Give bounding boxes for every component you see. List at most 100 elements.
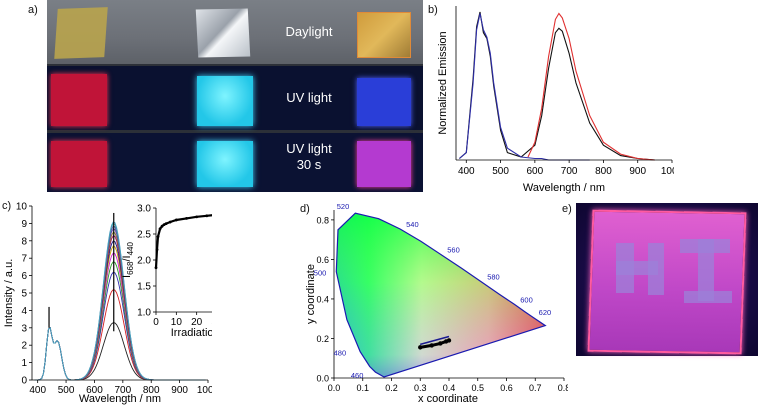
film-pattern-mark-2 bbox=[616, 261, 658, 275]
film-pattern-mark-5 bbox=[698, 239, 714, 301]
b-x-label: Wavelength / nm bbox=[523, 182, 605, 194]
photo-panel-a: Daylight UV light UV light 30 s bbox=[47, 0, 423, 192]
inset-data-point bbox=[156, 235, 160, 238]
d-x-tick-label: 0.6 bbox=[500, 383, 513, 393]
sample-middle-uv30 bbox=[197, 141, 253, 187]
b-x-tick-label: 400 bbox=[458, 166, 475, 177]
daylight-row: Daylight bbox=[47, 0, 423, 64]
inset-data-point bbox=[160, 224, 164, 228]
uv-light-caption: UV light bbox=[286, 90, 332, 105]
d-data-point bbox=[446, 338, 452, 343]
sample-middle-uv bbox=[197, 76, 253, 126]
inset-x-tick-label: 30 bbox=[211, 317, 212, 328]
sample-left-uv30 bbox=[51, 141, 107, 187]
inset-data-point bbox=[205, 214, 209, 218]
d-y-tick-label: 0.2 bbox=[316, 334, 329, 344]
inset-data-point bbox=[168, 220, 172, 224]
d-y-tick-label: 0.0 bbox=[316, 374, 329, 384]
c-x-tick-label: 700 bbox=[114, 385, 131, 396]
inset-data-point bbox=[195, 215, 199, 219]
c-x-tick-label: 500 bbox=[58, 385, 75, 396]
inset-x-tick-label: 20 bbox=[191, 317, 203, 328]
film-pattern-mark-3 bbox=[648, 243, 664, 295]
panel-d-label: d) bbox=[300, 203, 310, 215]
d-locus-label: 460 bbox=[351, 371, 364, 380]
d-x-tick-label: 0.5 bbox=[471, 383, 484, 393]
c-y-tick-label: 3 bbox=[21, 323, 27, 334]
d-y-tick-label: 0.8 bbox=[316, 215, 329, 225]
d-data-point bbox=[438, 341, 443, 346]
c-y-label: Intensity / a.u. bbox=[3, 259, 15, 327]
d-data-point bbox=[418, 345, 423, 350]
sample-right-uv30 bbox=[357, 141, 411, 187]
b-series-red bbox=[527, 12, 655, 161]
d-x-tick-label: 0.7 bbox=[529, 383, 542, 393]
sample-left-uv bbox=[51, 74, 107, 126]
sample-right-daylight bbox=[357, 12, 411, 58]
d-y-tick-label: 0.6 bbox=[316, 255, 329, 265]
c-y-tick-label: 9 bbox=[21, 219, 27, 230]
b-x-tick-label: 700 bbox=[561, 166, 578, 177]
spectral-locus bbox=[335, 212, 547, 378]
sample-right-uv bbox=[357, 78, 411, 126]
d-x-tick-label: 0.2 bbox=[385, 383, 398, 393]
c-x-tick-label: 600 bbox=[86, 385, 103, 396]
patterned-film bbox=[587, 209, 747, 355]
inset-ratio-curve bbox=[154, 214, 212, 268]
inset-data-point bbox=[158, 227, 162, 231]
d-x-label: x coordinate bbox=[418, 393, 478, 405]
inset-data-point bbox=[155, 248, 159, 251]
panel-a-label: a) bbox=[28, 4, 38, 16]
inset-data-point bbox=[154, 266, 158, 270]
c-y-tick-label: 4 bbox=[21, 306, 27, 317]
c-y-tick-label: 0 bbox=[21, 376, 27, 387]
b-x-tick-label: 600 bbox=[527, 166, 544, 177]
panel-c-label: c) bbox=[2, 200, 12, 212]
d-locus-label: 480 bbox=[334, 349, 347, 358]
d-locus-label: 580 bbox=[487, 273, 500, 282]
uv-30s-caption: UV light 30 s bbox=[259, 141, 359, 173]
inset-y-label: I668/I440 bbox=[121, 242, 135, 278]
photo-panel-e bbox=[576, 203, 758, 356]
uv-30s-caption-line1: UV light bbox=[286, 141, 332, 156]
b-y-label: Normalized Emission bbox=[437, 31, 449, 134]
inset-y-tick-label: 1.5 bbox=[137, 282, 151, 293]
d-locus-label: 560 bbox=[447, 246, 460, 255]
c-x-tick-label: 800 bbox=[143, 385, 160, 396]
d-blue-trajectory bbox=[420, 335, 450, 346]
b-series-blue bbox=[459, 13, 590, 161]
d-x-tick-label: 0.0 bbox=[328, 383, 341, 393]
d-locus-label: 600 bbox=[520, 295, 533, 304]
uv-30s-caption-line2: 30 s bbox=[296, 157, 322, 172]
inset-y-tick-label: 3.0 bbox=[137, 204, 151, 215]
d-y-label: y coordinate bbox=[305, 264, 317, 324]
panel-b-label: b) bbox=[428, 4, 438, 16]
film-pattern-mark-6 bbox=[684, 291, 732, 303]
inset-y-tick-label: 1.0 bbox=[137, 308, 151, 319]
b-x-tick-label: 900 bbox=[629, 166, 646, 177]
d-locus-label: 500 bbox=[314, 269, 327, 278]
inset-x-tick-label: 0 bbox=[153, 317, 159, 328]
c-y-tick-label: 6 bbox=[21, 271, 27, 282]
d-locus-label: 540 bbox=[406, 220, 419, 229]
sample-middle-daylight bbox=[195, 8, 251, 58]
c-y-tick-label: 5 bbox=[21, 289, 27, 300]
c-x-tick-label: 900 bbox=[171, 385, 188, 396]
inset-ratio-chart: 01020304050601.01.52.02.53.0 Irradiation… bbox=[121, 204, 212, 339]
c-y-tick-label: 1 bbox=[21, 358, 27, 369]
b-x-tick-label: 800 bbox=[595, 166, 612, 177]
cie-diagram-d: 0.0 0.1 0.2 0.3 0.4 0.5 0.6 0.7 0.8 0.0 0.2 0.4 0.6 0… bbox=[305, 202, 568, 405]
c-x-tick-label: 400 bbox=[29, 385, 46, 396]
d-x-tick-label: 0.1 bbox=[356, 383, 369, 393]
b-x-tick-label: 500 bbox=[492, 166, 509, 177]
d-y-tick-label: 0.4 bbox=[316, 294, 329, 304]
d-locus-label: 520 bbox=[337, 202, 350, 211]
sample-left-daylight bbox=[54, 7, 108, 59]
panel-e-label: e) bbox=[562, 203, 572, 215]
inset-x-tick-label: 10 bbox=[171, 317, 183, 328]
inset-data-point bbox=[174, 218, 178, 222]
c-spectrum-series bbox=[34, 221, 206, 381]
